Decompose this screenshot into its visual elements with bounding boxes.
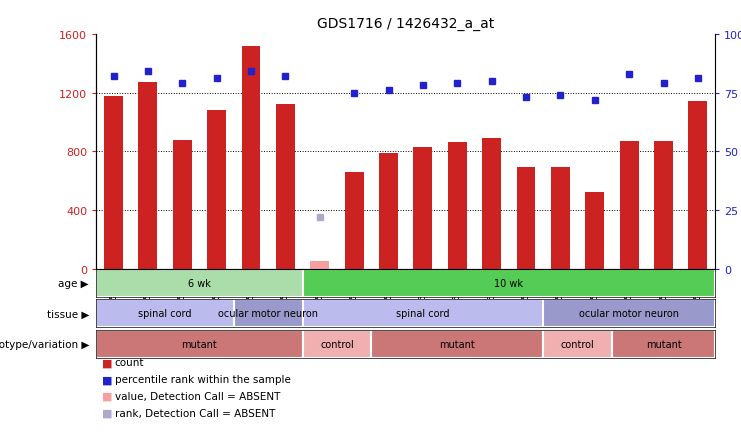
Bar bbox=[619, 141, 639, 269]
Text: tissue ▶: tissue ▶ bbox=[47, 309, 89, 319]
Bar bbox=[413, 148, 432, 269]
Text: ■: ■ bbox=[102, 374, 113, 384]
Text: ■: ■ bbox=[102, 408, 113, 418]
Bar bbox=[96, 299, 234, 328]
Bar bbox=[96, 330, 302, 358]
Text: mutant: mutant bbox=[439, 339, 475, 349]
Bar bbox=[173, 140, 192, 269]
Bar bbox=[448, 143, 467, 269]
Text: mutant: mutant bbox=[645, 339, 682, 349]
Text: rank, Detection Call = ABSENT: rank, Detection Call = ABSENT bbox=[115, 408, 275, 418]
Text: mutant: mutant bbox=[182, 339, 217, 349]
Bar bbox=[139, 83, 157, 269]
Bar bbox=[276, 105, 295, 269]
Text: ocular motor neuron: ocular motor neuron bbox=[579, 309, 679, 319]
Bar bbox=[543, 299, 715, 328]
Bar bbox=[371, 330, 543, 358]
Text: genotype/variation ▶: genotype/variation ▶ bbox=[0, 339, 89, 349]
Bar bbox=[654, 141, 673, 269]
Text: spinal cord: spinal cord bbox=[139, 309, 192, 319]
Bar bbox=[207, 111, 226, 269]
Bar bbox=[543, 330, 612, 358]
Text: control: control bbox=[561, 339, 594, 349]
Text: control: control bbox=[320, 339, 353, 349]
Bar bbox=[482, 139, 501, 269]
Text: ■: ■ bbox=[102, 358, 113, 367]
Text: age ▶: age ▶ bbox=[59, 278, 89, 288]
Text: ocular motor neuron: ocular motor neuron bbox=[218, 309, 318, 319]
Bar bbox=[104, 97, 123, 269]
Bar bbox=[688, 102, 708, 269]
Bar bbox=[345, 172, 364, 269]
Bar bbox=[242, 46, 261, 269]
Text: 10 wk: 10 wk bbox=[494, 278, 523, 288]
Text: 6 wk: 6 wk bbox=[188, 278, 211, 288]
Text: percentile rank within the sample: percentile rank within the sample bbox=[115, 374, 290, 384]
Bar bbox=[612, 330, 715, 358]
Text: spinal cord: spinal cord bbox=[396, 309, 450, 319]
Bar bbox=[516, 168, 536, 269]
Bar bbox=[379, 153, 398, 269]
Bar bbox=[551, 168, 570, 269]
Bar bbox=[234, 299, 302, 328]
Bar bbox=[585, 193, 604, 269]
Bar bbox=[96, 269, 302, 297]
Title: GDS1716 / 1426432_a_at: GDS1716 / 1426432_a_at bbox=[317, 17, 494, 31]
Text: ■: ■ bbox=[102, 391, 113, 401]
Bar bbox=[302, 330, 371, 358]
Bar bbox=[302, 299, 543, 328]
Text: count: count bbox=[115, 358, 144, 367]
Bar bbox=[302, 269, 715, 297]
Text: value, Detection Call = ABSENT: value, Detection Call = ABSENT bbox=[115, 391, 280, 401]
Bar bbox=[310, 261, 329, 269]
